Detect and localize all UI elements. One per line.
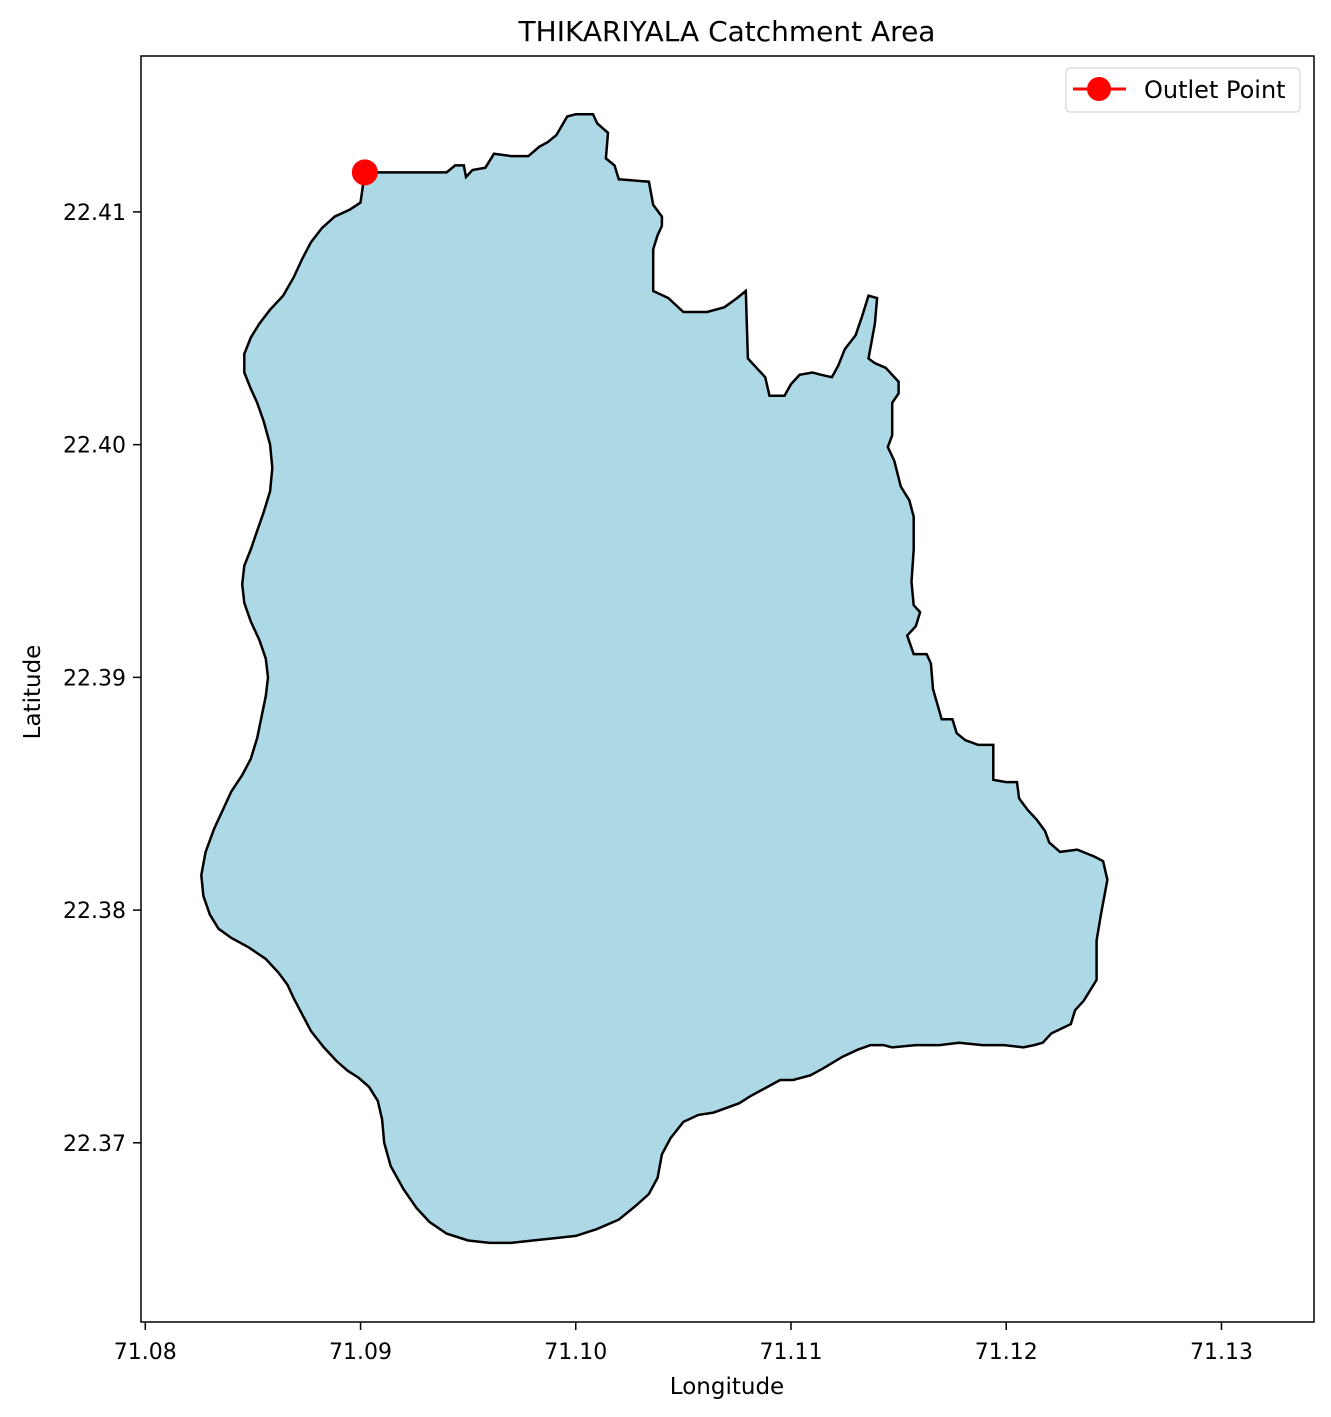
x-tick-label: 71.10 bbox=[544, 1340, 607, 1365]
x-tick-label: 71.09 bbox=[329, 1340, 392, 1365]
outlet-point-marker bbox=[351, 159, 378, 186]
y-tick-label: 22.39 bbox=[63, 666, 126, 691]
y-axis: 22.37 22.38 22.39 22.40 22.41 bbox=[63, 201, 141, 1157]
x-axis-label: Longitude bbox=[670, 1374, 784, 1400]
x-tick-label: 71.13 bbox=[1190, 1340, 1253, 1365]
y-tick-label: 22.37 bbox=[63, 1132, 126, 1157]
y-tick-label: 22.41 bbox=[63, 201, 126, 226]
x-tick-label: 71.12 bbox=[975, 1340, 1038, 1365]
x-tick-label: 71.11 bbox=[760, 1340, 823, 1365]
x-tick-label: 71.08 bbox=[114, 1340, 177, 1365]
chart-title: THIKARIYALA Catchment Area bbox=[518, 15, 936, 48]
plot-area bbox=[200, 112, 1109, 1245]
x-axis: 71.08 71.09 71.10 71.11 71.12 71.13 bbox=[114, 1322, 1253, 1365]
legend-box bbox=[1065, 67, 1301, 113]
catchment-polygon bbox=[200, 112, 1109, 1245]
legend: Outlet Point bbox=[1065, 67, 1301, 113]
y-axis-label: Latitude bbox=[20, 645, 46, 740]
legend-label: Outlet Point bbox=[1144, 76, 1286, 104]
legend-marker bbox=[1087, 77, 1111, 101]
y-tick-label: 22.40 bbox=[63, 434, 126, 459]
y-tick-label: 22.38 bbox=[63, 899, 126, 924]
plot-frame bbox=[140, 55, 1315, 1323]
